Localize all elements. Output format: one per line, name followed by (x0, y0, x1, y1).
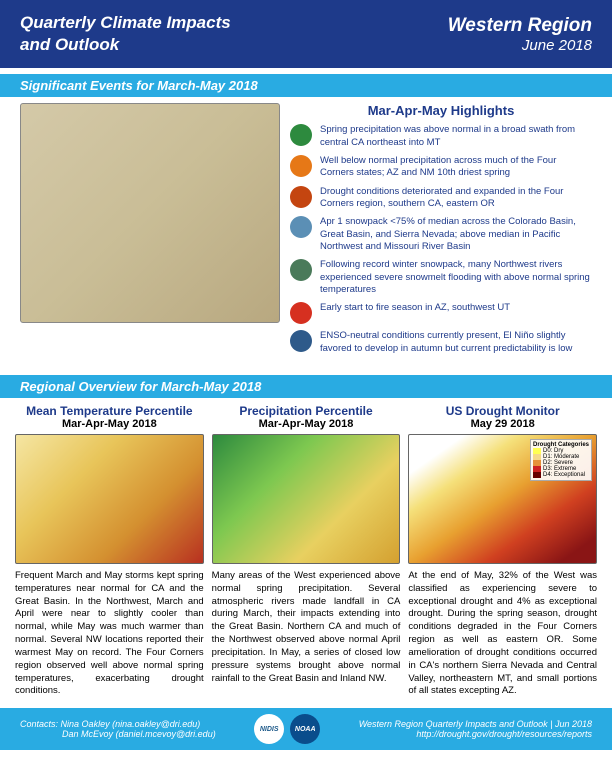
panel-text: Frequent March and May storms kept sprin… (15, 570, 204, 698)
highlight-item: Well below normal precipitation across m… (290, 155, 592, 180)
highlight-item: Drought conditions deteriorated and expa… (290, 186, 592, 211)
panel-map (212, 434, 401, 564)
panel-map: Drought Categories D0: DryD1: ModerateD2… (408, 434, 597, 564)
highlight-item: Early start to fire season in AZ, southw… (290, 302, 592, 324)
event-map (20, 103, 280, 323)
contact-label: Contacts: (20, 719, 58, 729)
footer-right: Western Region Quarterly Impacts and Out… (359, 719, 592, 739)
highlight-item: Following record winter snowpack, many N… (290, 259, 592, 296)
drought-legend: Drought Categories D0: DryD1: ModerateD2… (530, 439, 592, 481)
highlight-item: Spring precipitation was above normal in… (290, 124, 592, 149)
nidis-logo: NIDIS (254, 714, 284, 744)
panel-sub: May 29 2018 (408, 418, 597, 430)
footer-right2: http://drought.gov/drought/resources/rep… (359, 729, 592, 739)
footer: Contacts: Nina Oakley (nina.oakley@dri.e… (0, 708, 612, 750)
panel-title: US Drought Monitor (408, 404, 597, 418)
header-right: Western Region June 2018 (448, 15, 592, 54)
region: Western Region (448, 15, 592, 37)
panel-text: At the end of May, 32% of the West was c… (408, 570, 597, 698)
highlight-text: ENSO-neutral conditions currently presen… (320, 330, 592, 355)
highlight-icon (290, 330, 312, 352)
highlight-icon (290, 124, 312, 146)
footer-right1: Western Region Quarterly Impacts and Out… (359, 719, 592, 729)
panel-title: Precipitation Percentile (212, 404, 401, 418)
footer-contacts: Contacts: Nina Oakley (nina.oakley@dri.e… (20, 719, 216, 739)
highlight-icon (290, 259, 312, 281)
page: Quarterly Climate Impacts and Outlook We… (0, 0, 612, 750)
highlight-icon (290, 186, 312, 208)
section2-banner: Regional Overview for March-May 2018 (0, 375, 612, 398)
highlight-text: Well below normal precipitation across m… (320, 155, 592, 180)
header-date: June 2018 (448, 37, 592, 54)
highlights-title: Mar-Apr-May Highlights (290, 103, 592, 118)
overview-panel: Mean Temperature Percentile Mar-Apr-May … (15, 404, 204, 698)
contact2: Dan McEvoy (daniel.mcevoy@dri.edu) (62, 729, 216, 739)
highlight-icon (290, 155, 312, 177)
overview-panel: US Drought Monitor May 29 2018 Drought C… (408, 404, 597, 698)
highlight-item: Apr 1 snowpack <75% of median across the… (290, 216, 592, 253)
highlight-text: Drought conditions deteriorated and expa… (320, 186, 592, 211)
highlight-text: Apr 1 snowpack <75% of median across the… (320, 216, 592, 253)
panel-sub: Mar-Apr-May 2018 (212, 418, 401, 430)
overview-panel: Precipitation Percentile Mar-Apr-May 201… (212, 404, 401, 698)
highlight-icon (290, 216, 312, 238)
header-title: Quarterly Climate Impacts and Outlook (20, 12, 231, 56)
panel-text: Many areas of the West experienced above… (212, 570, 401, 685)
highlight-text: Following record winter snowpack, many N… (320, 259, 592, 296)
highlight-icon (290, 302, 312, 324)
highlight-item: ENSO-neutral conditions currently presen… (290, 330, 592, 355)
panel-title: Mean Temperature Percentile (15, 404, 204, 418)
title-line2: and Outlook (20, 34, 231, 56)
header: Quarterly Climate Impacts and Outlook We… (0, 0, 612, 68)
footer-logos: NIDIS NOAA (254, 714, 320, 744)
highlights: Mar-Apr-May Highlights Spring precipitat… (290, 103, 592, 361)
contact1: Nina Oakley (nina.oakley@dri.edu) (61, 719, 201, 729)
noaa-logo: NOAA (290, 714, 320, 744)
section2: Mean Temperature Percentile Mar-Apr-May … (0, 404, 612, 698)
section1: Mar-Apr-May Highlights Spring precipitat… (0, 103, 612, 369)
highlight-text: Spring precipitation was above normal in… (320, 124, 592, 149)
title-line1: Quarterly Climate Impacts (20, 12, 231, 34)
panel-map (15, 434, 204, 564)
highlight-text: Early start to fire season in AZ, southw… (320, 302, 510, 314)
section1-banner: Significant Events for March-May 2018 (0, 74, 612, 97)
panel-sub: Mar-Apr-May 2018 (15, 418, 204, 430)
